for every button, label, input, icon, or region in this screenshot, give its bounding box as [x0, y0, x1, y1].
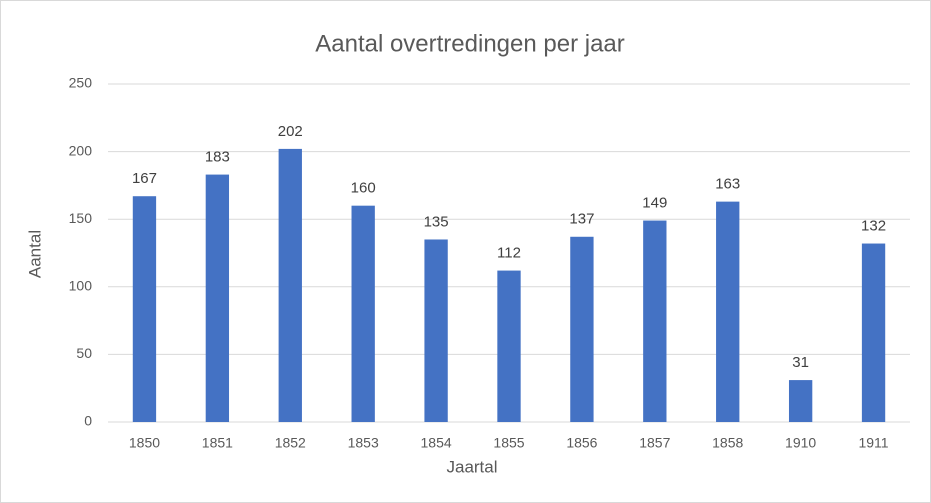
bar [351, 205, 375, 422]
bar [132, 196, 157, 422]
bar [861, 243, 886, 422]
bar [643, 220, 667, 422]
y-tick-label: 200 [69, 142, 93, 158]
x-tick-label: 1851 [202, 435, 233, 451]
data-label: 160 [351, 180, 376, 197]
data-label: 112 [497, 245, 521, 262]
x-tick-label: 1850 [129, 435, 160, 451]
bar [497, 270, 521, 422]
chart-title: Aantal overtredingen per jaar [315, 30, 625, 57]
bar [205, 174, 230, 422]
data-label: 149 [642, 195, 667, 212]
x-tick-label: 1857 [639, 435, 670, 451]
data-label: 183 [205, 149, 230, 166]
y-tick-label: 50 [76, 345, 92, 361]
x-tick-label: 1856 [566, 435, 597, 451]
y-tick-label: 150 [69, 210, 93, 226]
data-label: 135 [424, 213, 449, 230]
bar [278, 148, 302, 422]
bar [788, 380, 813, 422]
data-label: 167 [132, 170, 157, 187]
bar [424, 239, 448, 422]
x-tick-label: 1854 [421, 435, 452, 451]
data-label: 132 [861, 218, 886, 235]
y-axis-label: Aantal [25, 230, 44, 278]
x-tick-label: 1852 [275, 435, 306, 451]
x-tick-label: 1910 [785, 435, 816, 451]
x-axis-label: Jaartal [446, 457, 497, 476]
x-tick-label: 1853 [348, 435, 379, 451]
data-label: 137 [569, 211, 594, 228]
data-label: 202 [278, 123, 303, 140]
y-tick-label: 250 [69, 75, 93, 91]
y-tick-label: 100 [69, 278, 93, 294]
bar [570, 236, 594, 422]
x-tick-label: 1858 [712, 435, 743, 451]
data-label: 163 [715, 176, 740, 193]
x-tick-label: 1911 [858, 435, 888, 451]
x-tick-label: 1855 [493, 435, 524, 451]
y-tick-label: 0 [84, 413, 92, 429]
bar [716, 201, 740, 422]
data-label: 31 [792, 354, 809, 371]
